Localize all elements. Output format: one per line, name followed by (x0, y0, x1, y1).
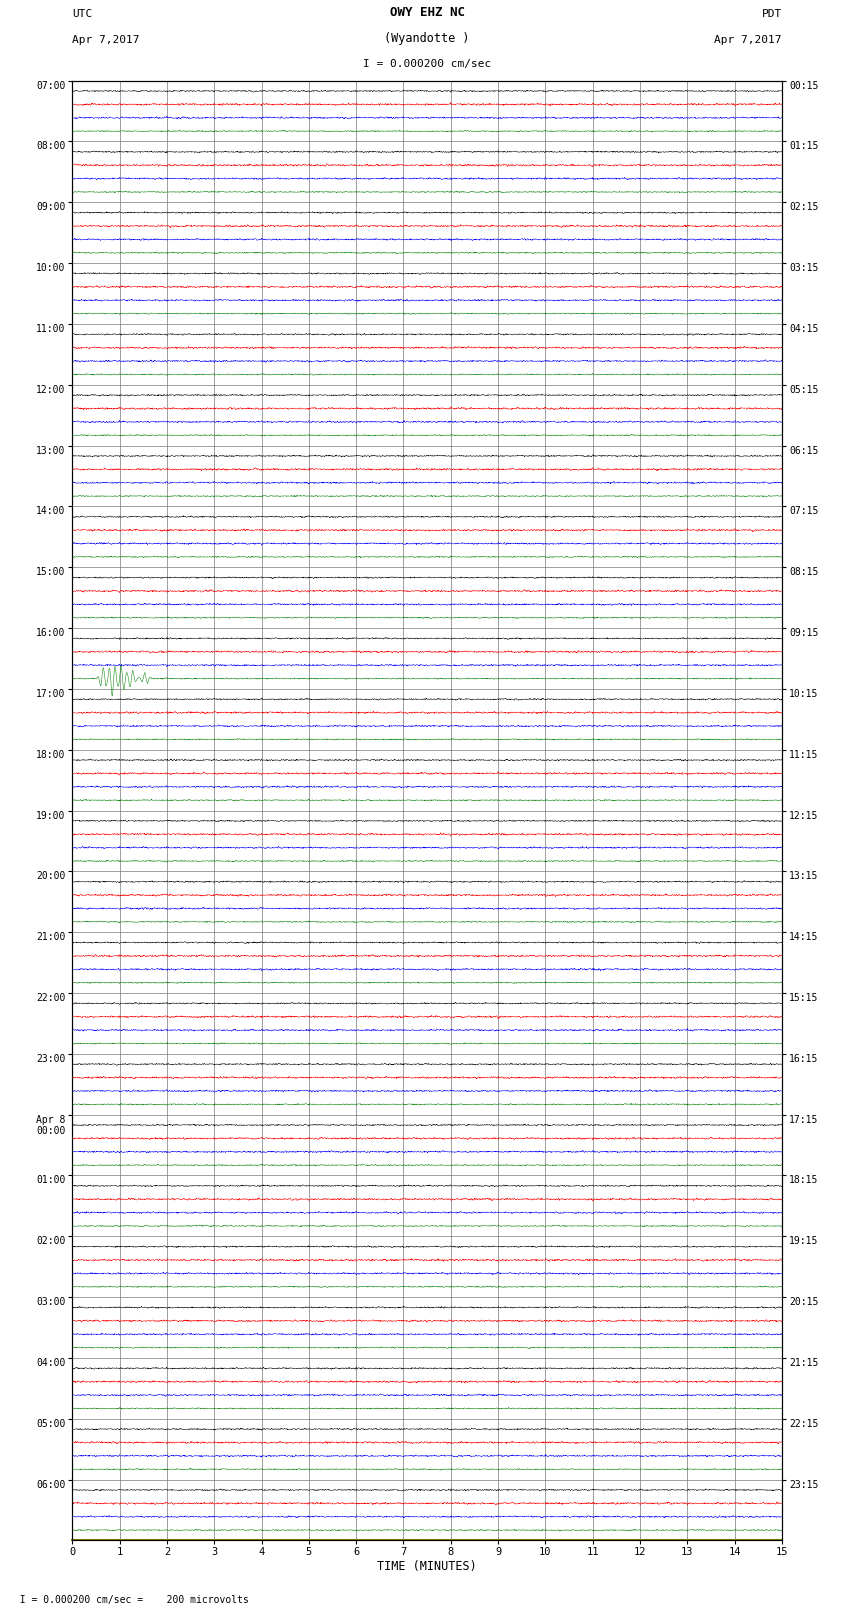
Text: UTC: UTC (72, 10, 93, 19)
Text: PDT: PDT (762, 10, 782, 19)
Text: Apr 7,2017: Apr 7,2017 (715, 35, 782, 45)
Text: Apr 7,2017: Apr 7,2017 (72, 35, 139, 45)
Text: I = 0.000200 cm/sec: I = 0.000200 cm/sec (363, 60, 491, 69)
Text: I = 0.000200 cm/sec =    200 microvolts: I = 0.000200 cm/sec = 200 microvolts (8, 1595, 249, 1605)
Text: OWY EHZ NC: OWY EHZ NC (389, 6, 465, 19)
X-axis label: TIME (MINUTES): TIME (MINUTES) (377, 1560, 477, 1573)
Text: (Wyandotte ): (Wyandotte ) (384, 32, 470, 45)
